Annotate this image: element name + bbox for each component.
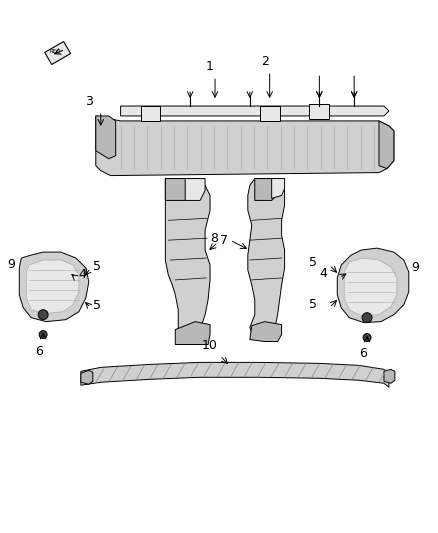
- Polygon shape: [185, 179, 205, 200]
- Polygon shape: [250, 321, 282, 342]
- Polygon shape: [81, 362, 389, 387]
- Text: 1: 1: [206, 60, 214, 73]
- Text: REQ: REQ: [49, 49, 61, 54]
- Text: 5: 5: [93, 260, 101, 272]
- Polygon shape: [309, 104, 329, 119]
- Polygon shape: [260, 106, 279, 121]
- Bar: [45, 42, 71, 64]
- Polygon shape: [255, 179, 279, 200]
- Polygon shape: [272, 179, 285, 198]
- Text: 4: 4: [319, 268, 327, 280]
- Text: 8: 8: [210, 232, 218, 245]
- Circle shape: [39, 330, 47, 338]
- Polygon shape: [384, 369, 395, 383]
- Circle shape: [363, 334, 371, 342]
- Polygon shape: [120, 106, 389, 116]
- Polygon shape: [81, 370, 93, 384]
- Text: 10: 10: [202, 340, 218, 352]
- Polygon shape: [248, 179, 285, 340]
- Text: 7: 7: [220, 233, 228, 247]
- Polygon shape: [175, 321, 210, 344]
- Polygon shape: [96, 116, 394, 175]
- Text: 6: 6: [359, 348, 367, 360]
- Text: 9: 9: [7, 257, 15, 271]
- Polygon shape: [344, 258, 397, 316]
- Circle shape: [362, 313, 372, 322]
- Polygon shape: [141, 106, 160, 121]
- Text: 4: 4: [78, 269, 86, 281]
- Polygon shape: [96, 116, 116, 159]
- Text: 5: 5: [309, 298, 318, 311]
- Text: 5: 5: [93, 299, 101, 312]
- Polygon shape: [26, 260, 79, 314]
- Text: 6: 6: [35, 344, 43, 358]
- Text: 3: 3: [85, 95, 93, 108]
- Polygon shape: [19, 252, 89, 321]
- Polygon shape: [165, 179, 192, 200]
- Text: 5: 5: [309, 255, 318, 269]
- Polygon shape: [165, 179, 210, 340]
- Text: 9: 9: [411, 262, 419, 274]
- Polygon shape: [379, 121, 394, 168]
- Polygon shape: [337, 248, 409, 322]
- Circle shape: [38, 310, 48, 320]
- Text: 2: 2: [261, 55, 268, 68]
